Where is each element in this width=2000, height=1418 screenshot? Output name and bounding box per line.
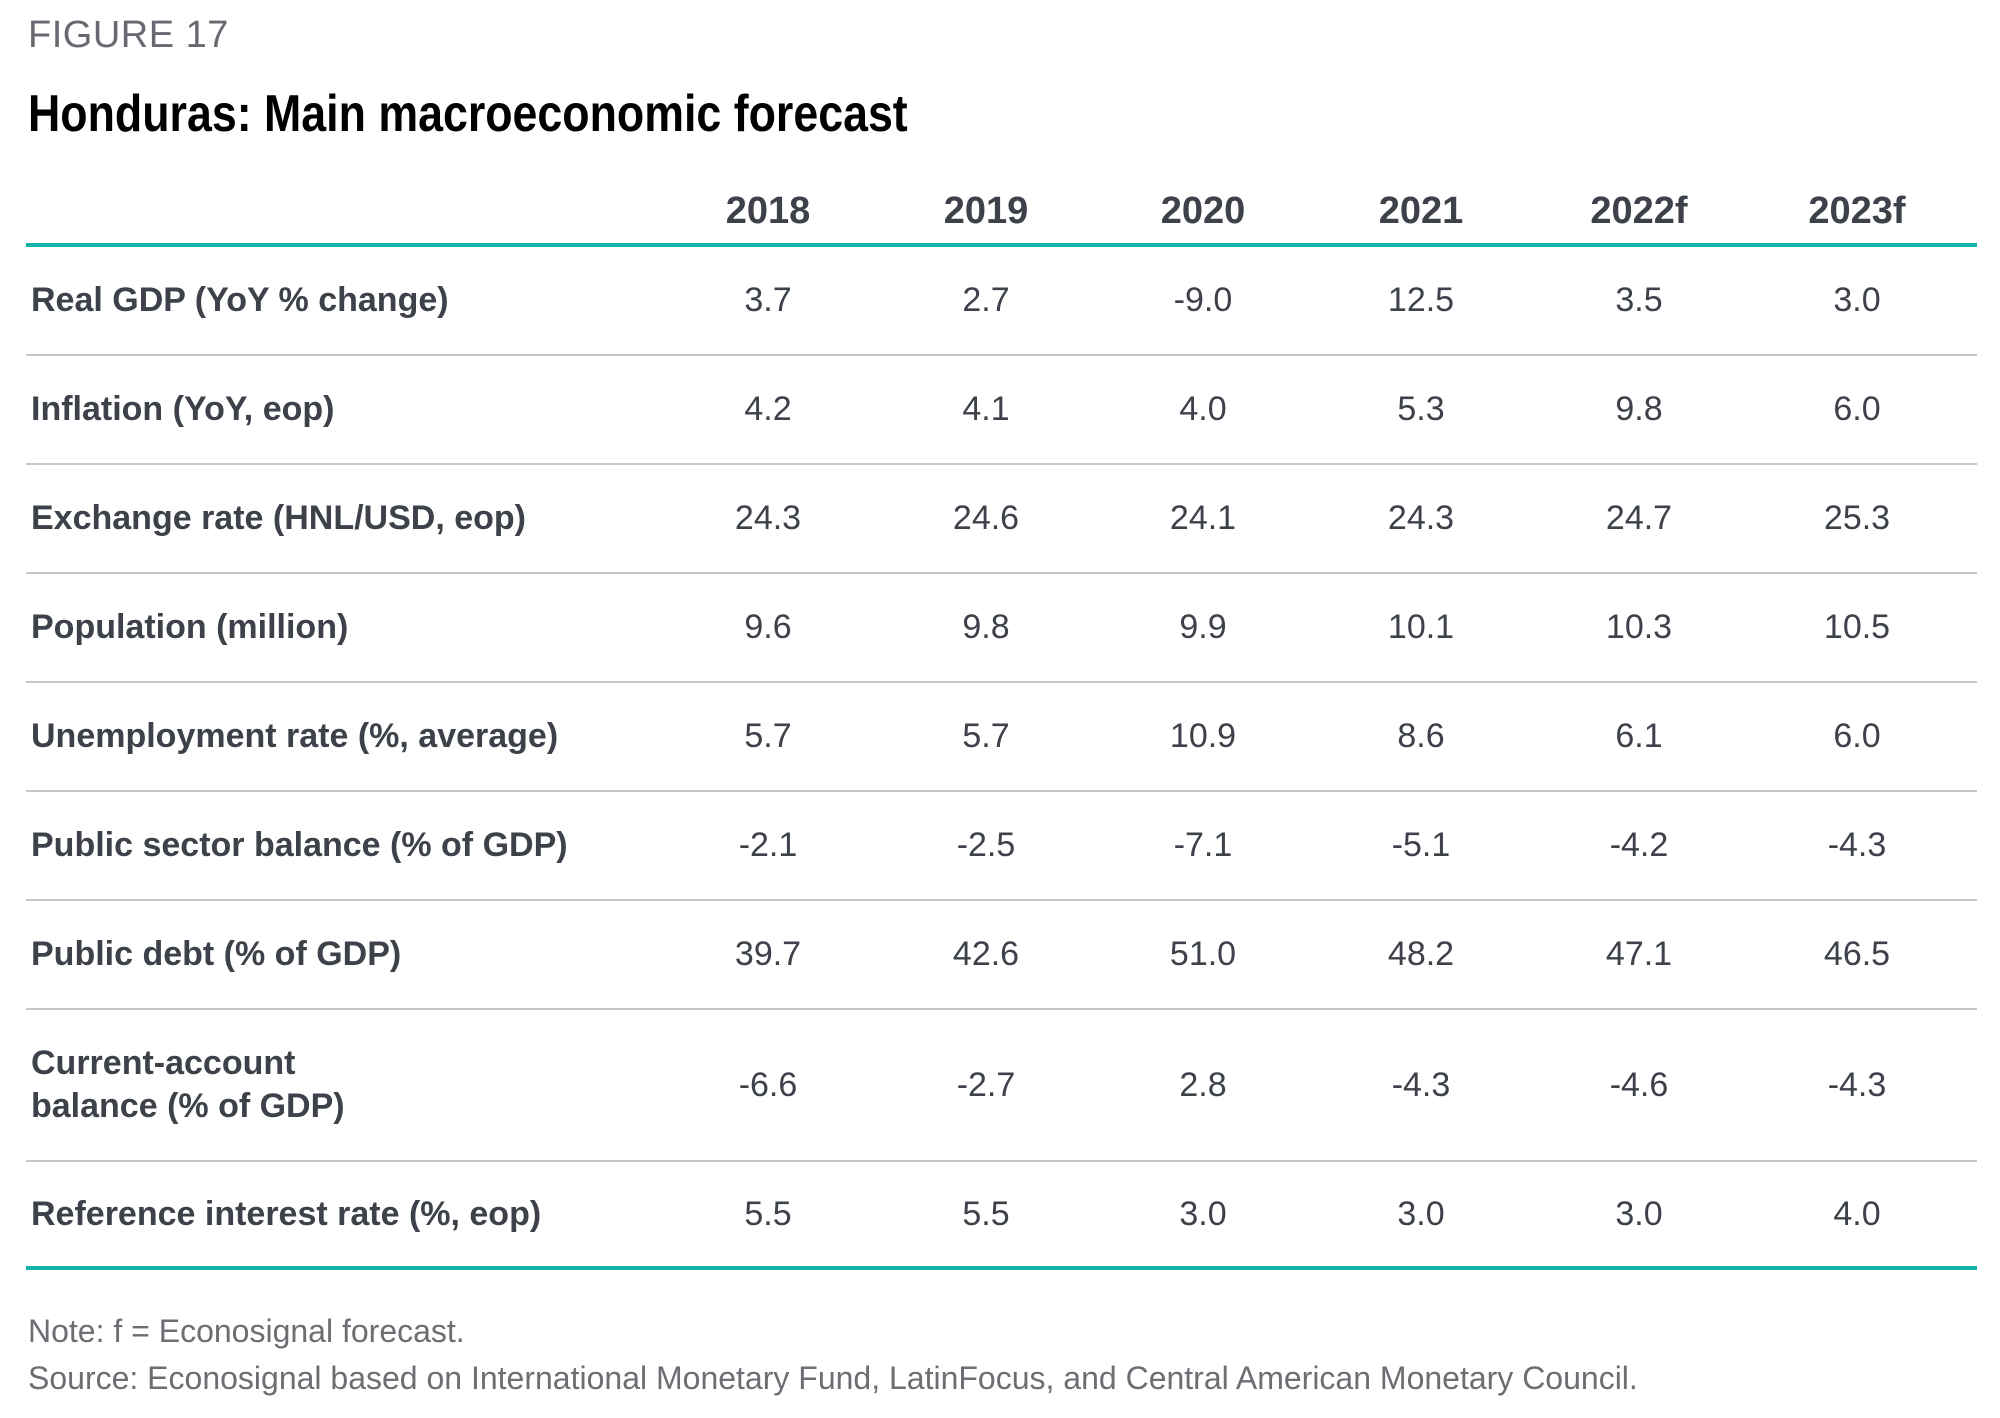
table-cell: 9.8: [962, 608, 1010, 646]
table-cell: 5.5: [962, 1194, 1010, 1233]
column-header: 2022f: [1590, 190, 1688, 232]
table-cell: 3.7: [744, 281, 792, 319]
table-row: Inflation (YoY, eop) 4.2 4.1 4.0 5.3 9.8 6.0: [26, 356, 1977, 465]
table-cell: -4.3: [1827, 1065, 1887, 1104]
table-row: Current-account balance (% of GDP) -6.6 -2.…: [26, 1010, 1977, 1162]
table-cell: 3.0: [1397, 1194, 1445, 1233]
table-cell: 10.9: [1169, 717, 1237, 755]
table-header-row: 2018 2019 2020 2021 2022f 2023f: [26, 180, 1977, 247]
figure-title: Honduras: Main macroeconomic forecast: [28, 85, 908, 143]
table-cell: 10.1: [1387, 608, 1455, 646]
column-header: 2018: [725, 190, 811, 232]
table-cell: 24.6: [952, 499, 1020, 537]
table-cell: 2.8: [1179, 1065, 1227, 1104]
column-header: 2021: [1378, 190, 1464, 232]
table-cell: 3.5: [1615, 281, 1663, 319]
table-row: Real GDP (YoY % change) 3.7 2.7 -9.0 12.5 3.5…: [26, 247, 1977, 356]
table-cell: -2.5: [956, 826, 1016, 864]
row-label: Reference interest rate (%, eop): [31, 1194, 542, 1233]
row-label: Real GDP (YoY % change): [31, 281, 449, 319]
table-cell: -9.0: [1173, 281, 1233, 319]
table-cell: -4.2: [1609, 826, 1669, 864]
table-cell: 4.0: [1179, 390, 1227, 428]
table-cell: 51.0: [1169, 935, 1237, 973]
table-cell: -2.7: [956, 1065, 1016, 1104]
table-cell: 3.0: [1179, 1194, 1227, 1233]
row-label-line: Current-account: [31, 1044, 296, 1082]
table-cell: 3.0: [1615, 1194, 1663, 1233]
table-cell: 5.3: [1397, 390, 1445, 428]
table-cell: 8.6: [1397, 717, 1445, 755]
table-cell: 48.2: [1387, 935, 1455, 973]
table-cell: -5.1: [1391, 826, 1451, 864]
table-cell: -6.6: [738, 1065, 798, 1104]
table-cell: 5.7: [744, 717, 792, 755]
table-row: Unemployment rate (%, average) 5.7 5.7 10.9…: [26, 683, 1977, 792]
figure-label: FIGURE 17: [28, 14, 229, 56]
table-cell: -4.3: [1827, 826, 1887, 864]
table-row: Reference interest rate (%, eop) 5.5 5.5 3.…: [26, 1162, 1977, 1270]
table-cell: 3.0: [1833, 281, 1881, 319]
table-cell: 47.1: [1605, 935, 1673, 973]
column-header: 2020: [1160, 190, 1246, 232]
row-label: Current-account balance (% of GDP): [31, 1042, 345, 1128]
table-cell: 9.9: [1179, 608, 1227, 646]
table-cell: 6.0: [1833, 390, 1881, 428]
table-cell: -4.6: [1609, 1065, 1669, 1104]
table-cell: 42.6: [952, 935, 1020, 973]
table-cell: 25.3: [1823, 499, 1891, 537]
forecast-table: 2018 2019 2020 2021 2022f 2023f Real GDP…: [26, 180, 1977, 1270]
table-cell: 24.1: [1169, 499, 1237, 537]
table-row: Public debt (% of GDP) 39.7 42.6 51.0 48.2 47…: [26, 901, 1977, 1010]
table-cell: 4.2: [744, 390, 792, 428]
table-cell: 24.3: [1387, 499, 1455, 537]
row-label: Exchange rate (HNL/USD, eop): [31, 499, 526, 537]
table-cell: 24.3: [734, 499, 802, 537]
table-cell: 5.7: [962, 717, 1010, 755]
table-cell: -7.1: [1173, 826, 1233, 864]
column-header: 2019: [943, 190, 1029, 232]
row-label-line: balance (% of GDP): [31, 1087, 345, 1125]
table-cell: -2.1: [738, 826, 798, 864]
row-label: Public debt (% of GDP): [31, 935, 402, 973]
table-cell: 9.6: [744, 608, 792, 646]
table-cell: 12.5: [1387, 281, 1455, 319]
table-cell: 10.3: [1605, 608, 1673, 646]
table-cell: -4.3: [1391, 1065, 1451, 1104]
table-cell: 4.1: [962, 390, 1010, 428]
table-row: Population (million) 9.6 9.8 9.9 10.1 10.3 10.…: [26, 574, 1977, 683]
table-row: Public sector balance (% of GDP) -2.1 -2.5…: [26, 792, 1977, 901]
table-cell: 5.5: [744, 1194, 792, 1233]
table-cell: 4.0: [1833, 1194, 1881, 1233]
row-label: Public sector balance (% of GDP): [31, 826, 568, 864]
table-cell: 9.8: [1615, 390, 1663, 428]
table-cell: 6.1: [1615, 717, 1663, 755]
table-cell: 6.0: [1833, 717, 1881, 755]
row-label: Inflation (YoY, eop): [31, 390, 335, 428]
column-header: 2023f: [1808, 190, 1906, 232]
table-cell: 39.7: [734, 935, 802, 973]
table-cell: 10.5: [1823, 608, 1891, 646]
table-cell: 46.5: [1823, 935, 1891, 973]
source: Source: Econosignal based on Internation…: [28, 1360, 1638, 1396]
note: Note: f = Econosignal forecast.: [28, 1313, 465, 1349]
table-row: Exchange rate (HNL/USD, eop) 24.3 24.6 24.1…: [26, 465, 1977, 574]
row-label: Unemployment rate (%, average): [31, 717, 559, 755]
table-cell: 24.7: [1605, 499, 1673, 537]
row-label: Population (million): [31, 608, 349, 646]
table-cell: 2.7: [962, 281, 1010, 319]
